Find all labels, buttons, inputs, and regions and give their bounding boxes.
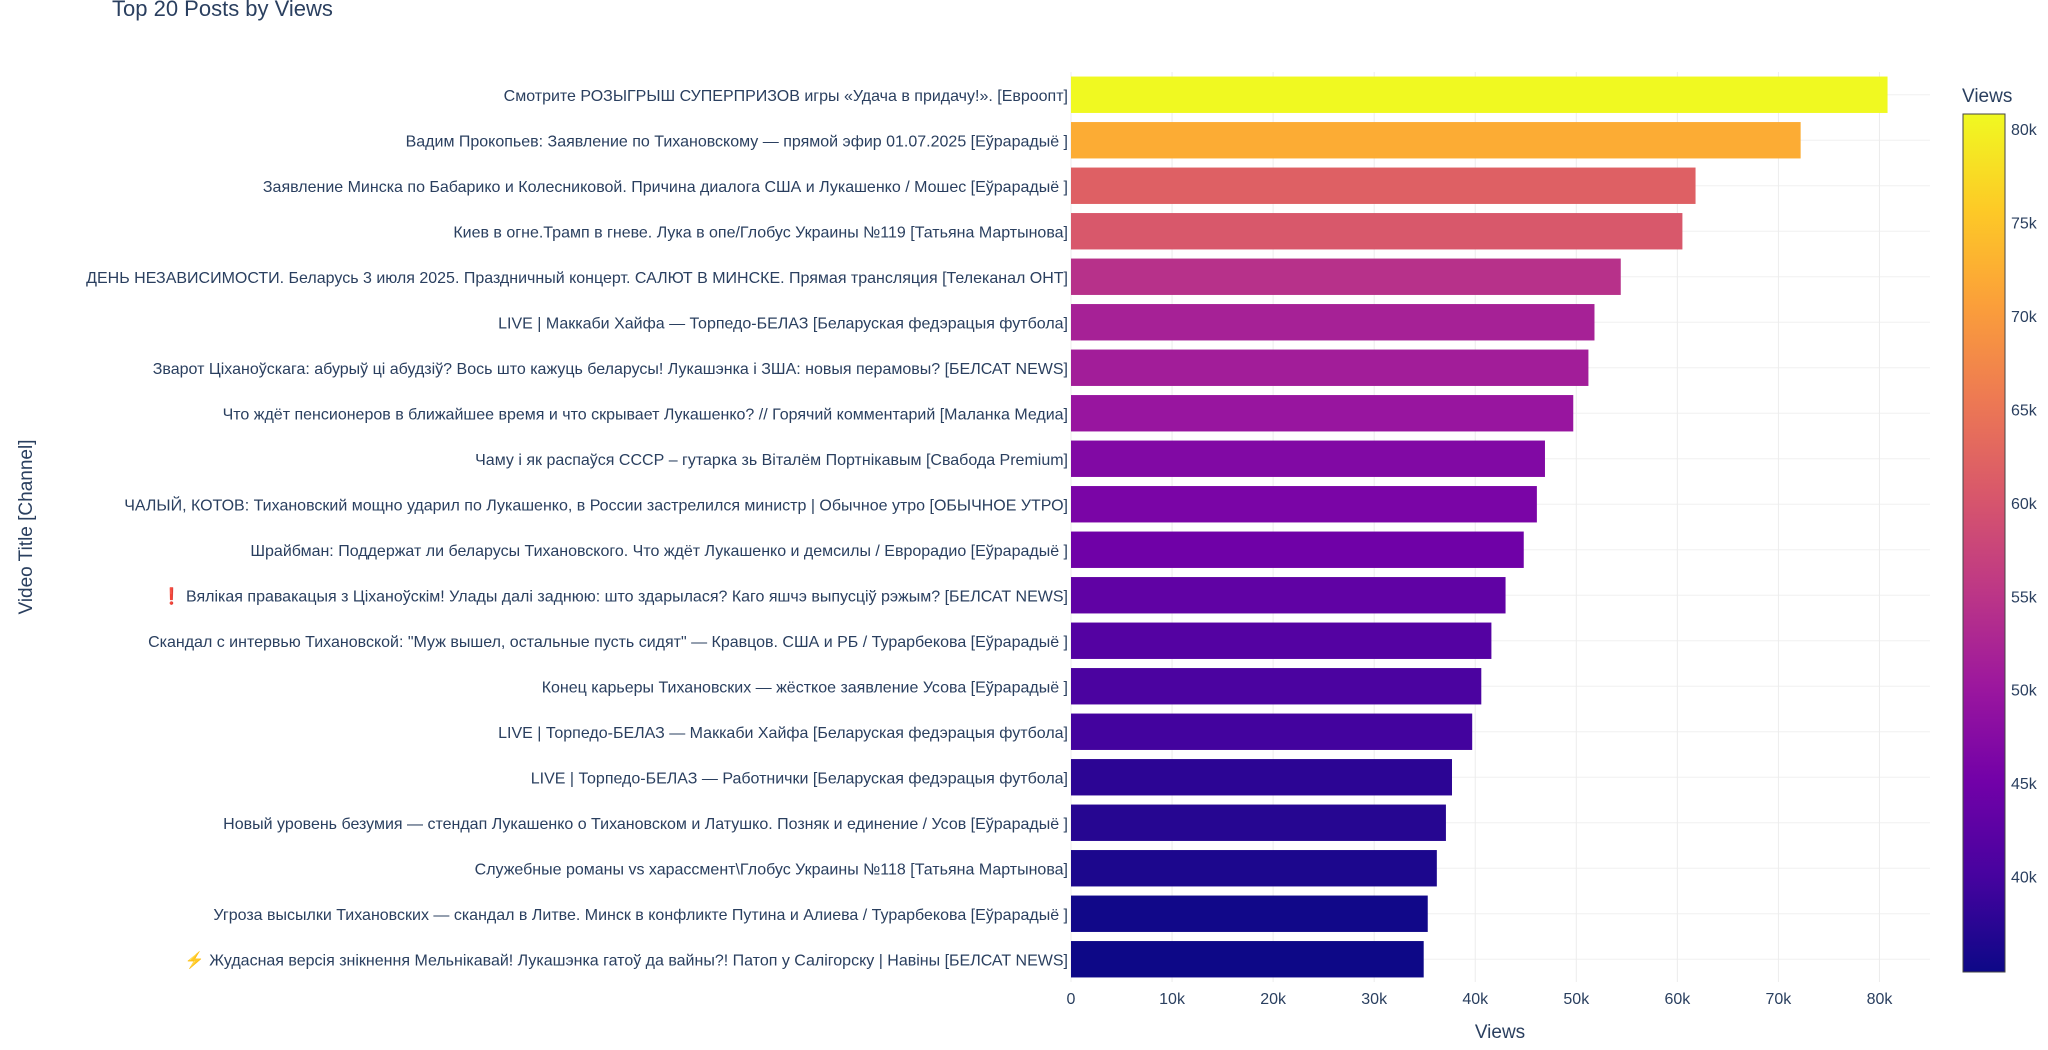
bar[interactable] [1071, 668, 1482, 705]
y-tick-label: Вадим Прокопьев: Заявление по Тихановско… [406, 133, 1068, 150]
bar[interactable] [1071, 440, 1545, 477]
bar[interactable] [1071, 577, 1506, 614]
y-tick-label: Зварот Ціханоўскага: абурыў ці абудзіў? … [153, 361, 1068, 378]
colorbar-tick-label: 45k [2011, 776, 2038, 793]
bar[interactable] [1071, 850, 1437, 887]
colorbar-tick-label: 75k [2011, 215, 2038, 232]
x-tick-label: 60k [1664, 991, 1691, 1008]
y-tick-label: LIVE | Маккаби Хайфа — Торпедо-БЕЛАЗ [Бе… [498, 315, 1068, 332]
y-tick-label: ⚡ Жудасная версія знікнення Мельнікавай!… [185, 950, 1068, 969]
x-tick-label: 50k [1563, 991, 1590, 1008]
bar[interactable] [1071, 258, 1621, 295]
grid-lines [1070, 72, 1930, 982]
bar[interactable] [1071, 122, 1801, 159]
bar[interactable] [1071, 76, 1888, 113]
colorbar-tick-label: 60k [2011, 496, 2038, 513]
y-axis-label: Video Title [Channel] [16, 440, 37, 615]
chart-title: Top 20 Posts by Views [112, 0, 333, 21]
bar[interactable] [1071, 804, 1446, 841]
bar[interactable] [1071, 895, 1428, 932]
y-tick-label: Угроза высылки Тихановских — скандал в Л… [213, 907, 1068, 924]
colorbar-tick-label: 40k [2011, 870, 2038, 887]
y-tick-label: Шрайбман: Поддержат ли беларусы Тихановс… [250, 543, 1068, 560]
y-tick-label: Скандал с интервью Тихановской: "Муж выш… [148, 634, 1068, 651]
x-tick-label: 20k [1260, 991, 1287, 1008]
y-tick-label: ДЕНЬ НЕЗАВИСИМОСТИ. Беларусь 3 июля 2025… [86, 270, 1068, 287]
y-tick-label: ❗ Вялікая правакацыя з Ціханоўскім! Улад… [162, 586, 1068, 605]
bar[interactable] [1071, 167, 1696, 204]
y-tick-label: LIVE | Торпедо-БЕЛАЗ — Работнички [Белар… [531, 770, 1068, 787]
colorbar-tick-label: 50k [2011, 683, 2038, 700]
bar[interactable] [1071, 213, 1683, 250]
bar[interactable] [1071, 713, 1473, 750]
y-tick-label: Служебные романы vs харассмент\Глобус Ук… [475, 861, 1068, 878]
colorbar-tick-label: 70k [2011, 309, 2038, 326]
x-tick-label: 40k [1462, 991, 1489, 1008]
y-tick-label: Чаму і як распаўся СССР – гутарка зь Віт… [475, 452, 1068, 469]
y-tick-label: Конец карьеры Тихановских — жёсткое заяв… [542, 679, 1068, 696]
bar[interactable] [1071, 304, 1595, 341]
y-tick-label: Заявление Минска по Бабарико и Колеснико… [263, 179, 1068, 196]
bar[interactable] [1071, 531, 1524, 568]
x-tick-label: 70k [1766, 991, 1793, 1008]
bar[interactable] [1071, 759, 1452, 796]
bar[interactable] [1071, 486, 1537, 523]
x-tick-labels: 0 10k 20k 30k 40k 50k 60k 70k 80k [1067, 991, 1894, 1008]
y-tick-label: Что ждёт пенсионеров в ближайшее время и… [223, 406, 1068, 423]
x-tick-label: 10k [1159, 991, 1186, 1008]
x-axis-label: Views [1475, 1022, 1525, 1043]
colorbar [1962, 113, 2006, 973]
y-tick-labels: Смотрите РОЗЫГРЫШ СУПЕРПРИЗОВ игры «Удач… [86, 88, 1068, 970]
colorbar-tick-label: 55k [2011, 589, 2038, 606]
y-tick-label: Смотрите РОЗЫГРЫШ СУПЕРПРИЗОВ игры «Удач… [504, 88, 1068, 105]
y-tick-label: Новый уровень безумия — стендап Лукашенк… [223, 816, 1068, 833]
bar[interactable] [1071, 622, 1492, 659]
bar[interactable] [1071, 395, 1574, 432]
colorbar-title: Views [1962, 86, 2012, 107]
x-tick-label: 80k [1867, 991, 1894, 1008]
y-tick-label: ЧАЛЫЙ, КОТОВ: Тихановский мощно ударил п… [124, 495, 1068, 514]
colorbar-ticks: 40k 45k 50k 55k 60k 65k 70k 75k 80k [2011, 122, 2038, 887]
x-tick-label: 30k [1361, 991, 1388, 1008]
colorbar-tick-label: 80k [2011, 122, 2038, 139]
x-tick-label: 0 [1067, 991, 1076, 1008]
y-tick-label: LIVE | Торпедо-БЕЛАЗ — Маккаби Хайфа [Бе… [498, 725, 1068, 742]
y-tick-label: Киев в огне.Трамп в гневе. Лука в опе/Гл… [453, 224, 1068, 241]
colorbar-tick-label: 65k [2011, 402, 2038, 419]
bar[interactable] [1071, 349, 1589, 386]
bars [1071, 76, 1888, 978]
bar[interactable] [1071, 941, 1424, 978]
